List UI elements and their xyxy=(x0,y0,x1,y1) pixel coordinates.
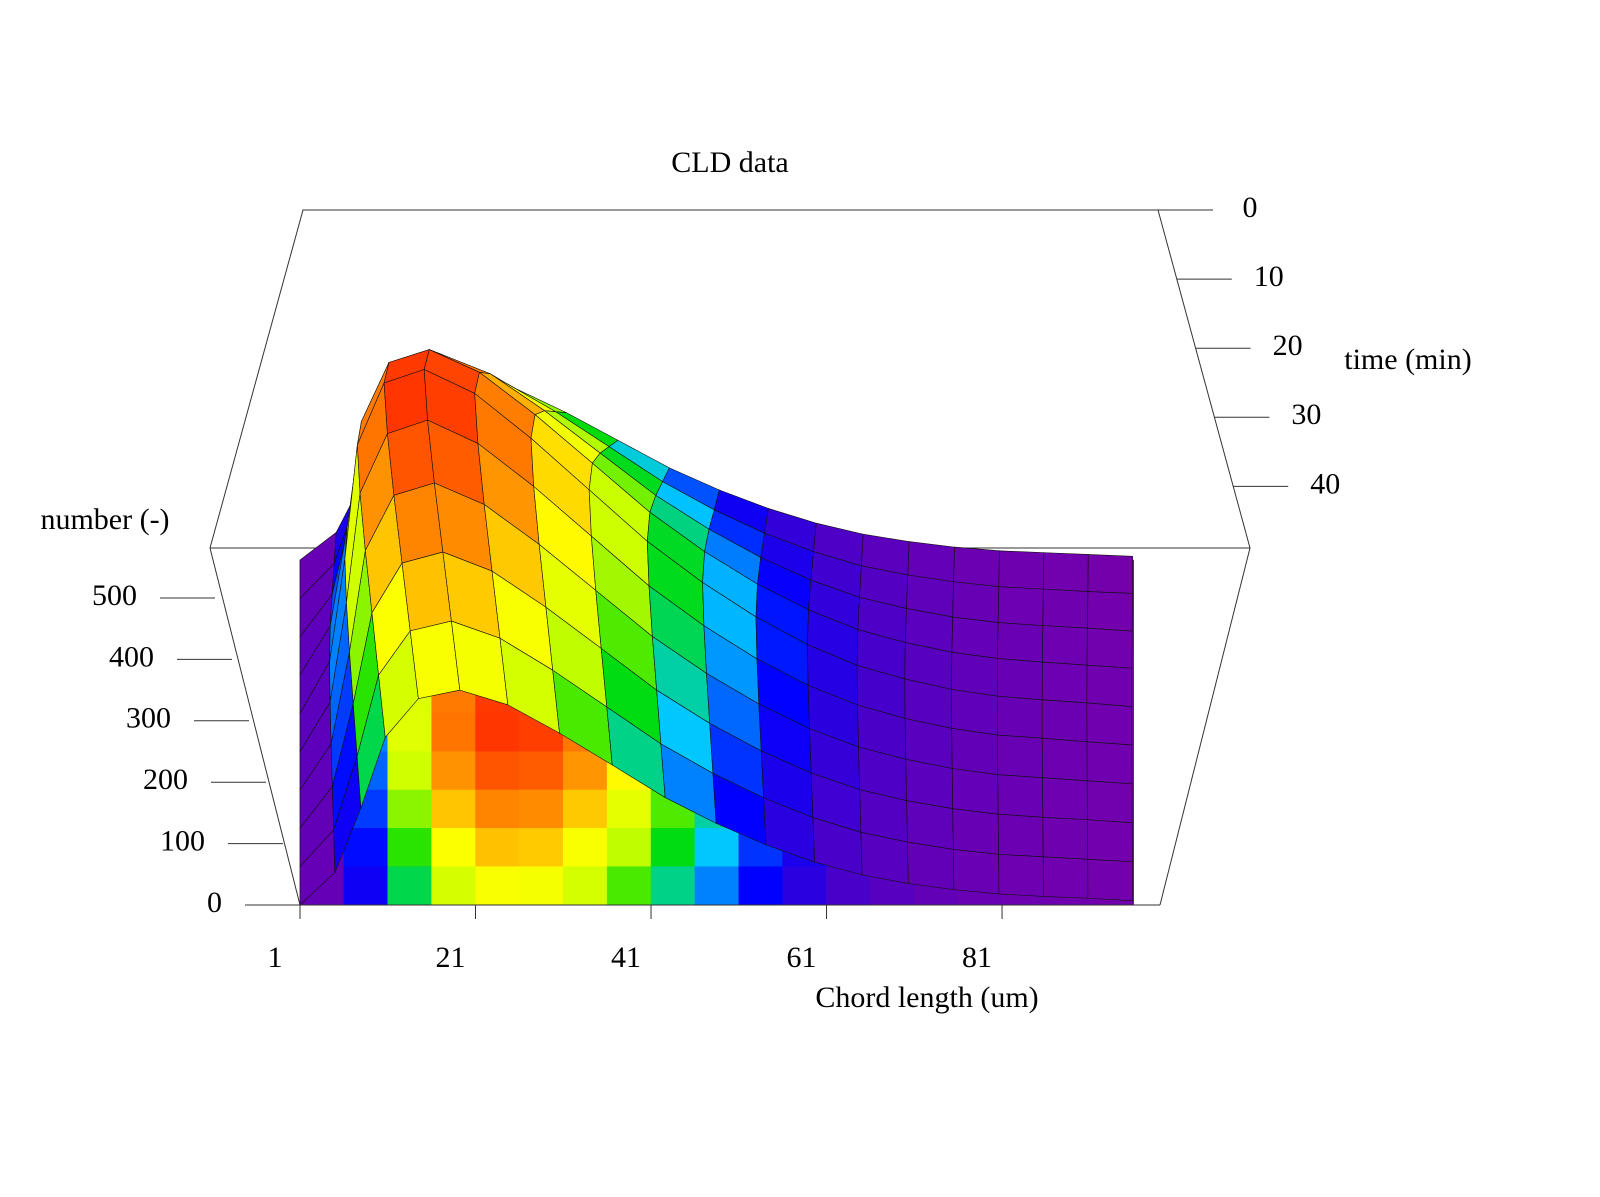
surface-cell xyxy=(996,658,1043,701)
floor-cell xyxy=(431,866,476,906)
surface-cell xyxy=(1041,737,1088,782)
floor-cell xyxy=(431,828,476,867)
floor-cell xyxy=(475,751,520,791)
surface-cell xyxy=(952,581,1000,623)
surface xyxy=(299,349,1134,906)
floor-cell xyxy=(431,789,476,829)
y-axis-label: time (min) xyxy=(1344,343,1471,376)
surface-cell xyxy=(997,586,1044,626)
surface-cell xyxy=(1042,588,1089,629)
floor-cell xyxy=(343,866,389,906)
y-tick-label: 20 xyxy=(1273,329,1303,362)
z-tick-label: 300 xyxy=(126,702,171,735)
surface-cell xyxy=(1086,702,1133,746)
surface-cell xyxy=(1041,661,1088,704)
surface-cell xyxy=(953,546,1000,588)
surface-cell xyxy=(1087,858,1133,902)
surface-cell xyxy=(997,734,1043,779)
floor-cell xyxy=(475,713,520,752)
floor-cell xyxy=(475,789,520,829)
floor-cell xyxy=(650,828,696,867)
surface-cell xyxy=(1043,552,1089,592)
surface-cell xyxy=(906,800,954,850)
surface-cell xyxy=(409,620,461,700)
surface-cell xyxy=(1041,699,1088,743)
surface-cell xyxy=(951,616,999,659)
surface-cell xyxy=(998,550,1045,590)
surface-cell xyxy=(1086,627,1133,669)
floor-cell xyxy=(738,866,783,906)
surface-cell xyxy=(907,841,955,890)
surface-cell xyxy=(1042,816,1089,860)
surface-cell xyxy=(997,774,1044,818)
chart-title: CLD data xyxy=(671,146,788,179)
surface-cell xyxy=(1086,664,1133,707)
y-tick-label: 0 xyxy=(1243,191,1258,224)
z-tick-label: 400 xyxy=(109,640,154,673)
surface-cell xyxy=(1087,554,1133,594)
surface-cell xyxy=(393,482,444,564)
y-tick-label: 10 xyxy=(1254,260,1284,293)
surface-cell xyxy=(998,854,1044,897)
floor-cell xyxy=(563,828,608,867)
box-edge xyxy=(1159,547,1251,906)
z-axis-label: number (-) xyxy=(40,503,169,536)
floor-cell xyxy=(606,866,652,906)
surface-cell xyxy=(1086,741,1133,785)
surface-cell xyxy=(952,808,999,855)
y-tick-label: 30 xyxy=(1291,398,1321,431)
x-tick-label: 41 xyxy=(611,941,641,974)
surface-cell xyxy=(951,651,998,697)
surface-cell xyxy=(951,689,998,736)
floor-cell xyxy=(519,789,564,829)
x-tick-label: 81 xyxy=(962,941,992,974)
surface-cell xyxy=(1087,819,1133,863)
x-axis-label: Chord length (um) xyxy=(815,981,1038,1014)
floor-cell xyxy=(475,828,520,867)
z-tick-label: 500 xyxy=(92,579,137,612)
surface-cell xyxy=(953,849,1000,895)
x-tick-label: 21 xyxy=(436,941,466,974)
z-tick-label: 200 xyxy=(143,763,188,796)
floor-cell xyxy=(387,866,432,906)
surface-cell xyxy=(387,419,435,496)
x-tick-label: 1 xyxy=(268,941,283,974)
floor-cell xyxy=(694,828,740,867)
floor-cell xyxy=(650,866,696,906)
z-tick-label: 0 xyxy=(207,886,222,919)
surface-cell xyxy=(951,768,999,815)
box-edge xyxy=(209,547,301,906)
floor-cell xyxy=(475,866,520,906)
floor-cell xyxy=(519,828,564,867)
surface-cell xyxy=(1087,591,1133,632)
floor-cell xyxy=(606,789,652,829)
x-tick-label: 61 xyxy=(787,941,817,974)
y-tick-label: 40 xyxy=(1310,467,1340,500)
floor-cell xyxy=(694,866,740,906)
surface-cell xyxy=(1042,625,1088,666)
surface-cell xyxy=(401,551,452,632)
surface-cell xyxy=(1042,777,1088,821)
surface-cell xyxy=(997,622,1044,663)
floor-cell xyxy=(606,828,652,867)
floor-cell xyxy=(431,751,476,791)
floor-cell xyxy=(519,751,564,791)
surface-cell xyxy=(1086,780,1133,824)
z-tick-label: 100 xyxy=(160,824,205,857)
floor-cell xyxy=(387,828,432,867)
floor-cell xyxy=(431,713,476,752)
floor-cell xyxy=(387,751,432,791)
floor-cell xyxy=(563,866,608,906)
floor-cell xyxy=(782,866,827,906)
floor-cell xyxy=(563,789,608,829)
floor-cell xyxy=(519,866,564,906)
floor-cell xyxy=(387,789,432,829)
surface-cell xyxy=(996,695,1043,739)
surface-cell xyxy=(997,813,1044,858)
surface-cell xyxy=(951,727,999,775)
surface-cell xyxy=(1042,856,1089,899)
surface-cell xyxy=(907,541,955,583)
